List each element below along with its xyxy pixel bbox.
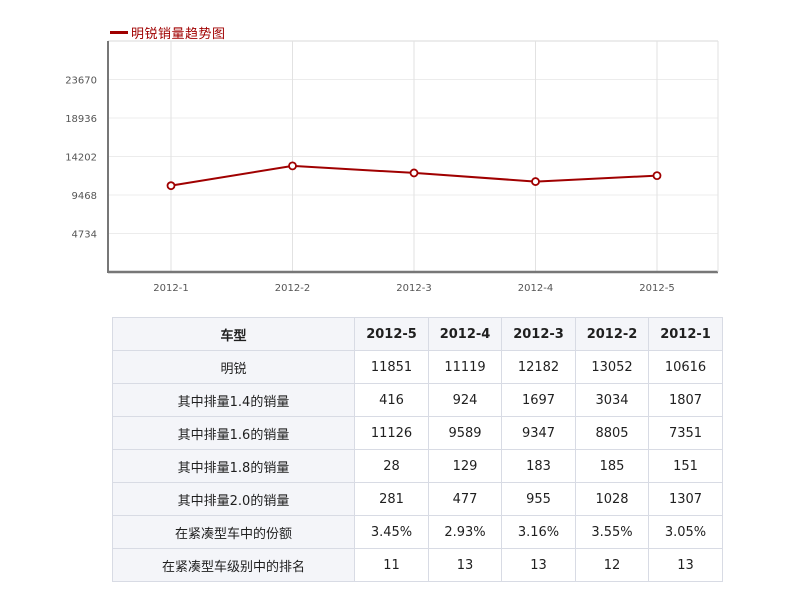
table-cell: 7351 [648,416,723,450]
table-cell: 2.93% [428,515,502,549]
table-cell: 11119 [428,350,502,384]
table-cell: 3.16% [501,515,576,549]
table-cell: 8805 [575,416,649,450]
row-label: 其中排量1.4的销量 [112,383,355,417]
table-cell: 12182 [501,350,576,384]
row-label: 其中排量2.0的销量 [112,482,355,516]
header-month: 2012-3 [501,317,576,351]
y-tick-label: 18936 [65,114,97,125]
table-cell: 477 [428,482,502,516]
row-label: 在紧凑型车中的份额 [112,515,355,549]
header-month: 2012-4 [428,317,502,351]
table-cell: 183 [501,449,576,483]
table-cell: 11851 [354,350,429,384]
table-cell: 10616 [648,350,723,384]
data-point [531,177,540,186]
sales-data-table: 车型 2012-5 2012-4 2012-3 2012-2 2012-1 明锐 11851… [112,317,723,582]
table-cell: 13 [648,548,723,582]
table-row: 其中排量1.8的销量 28 129 183 185 151 [112,449,723,483]
table-row: 在紧凑型车级别中的排名 11 13 13 12 13 [112,548,723,582]
table-cell: 28 [354,449,429,483]
x-tick-label: 2012-1 [153,283,188,294]
chart-legend: 明锐销量趋势图 [110,22,226,42]
sales-trend-chart: 明锐销量趋势图 4734 9468 14202 18936 23670 2012-1 201… [65,22,719,294]
y-tick-label: 23670 [65,76,97,87]
y-tick-label: 9468 [72,191,97,202]
table-cell: 11126 [354,416,429,450]
table-cell: 1307 [648,482,723,516]
table-cell: 3034 [575,383,649,417]
table-cell: 281 [354,482,429,516]
table-cell: 185 [575,449,649,483]
x-tick-label: 2012-5 [639,283,674,294]
data-point [166,181,176,191]
legend-swatch [110,30,128,34]
table-cell: 9589 [428,416,502,450]
table-cell: 13 [428,548,502,582]
row-label: 其中排量1.8的销量 [112,449,355,483]
data-point [288,161,297,171]
chart-plot: 4734 9468 14202 18936 23670 2012-1 2012-2 2012-… [65,40,719,294]
table-cell: 11 [354,548,429,582]
table-row: 在紧凑型车中的份额 3.45% 2.93% 3.16% 3.55% 3.05% [112,515,723,549]
table-cell: 13052 [575,350,649,384]
table-row: 其中排量1.4的销量 416 924 1697 3034 1807 [112,383,723,417]
y-tick-label: 4734 [72,230,97,241]
table-body: 明锐 11851 11119 12182 13052 10616 其中排量1.4的销量 416… [112,350,723,582]
row-label: 在紧凑型车级别中的排名 [112,548,355,582]
table-cell: 955 [501,482,576,516]
legend-label: 明锐销量趋势图 [131,26,226,42]
table-cell: 924 [428,383,502,417]
table-header-row: 车型 2012-5 2012-4 2012-3 2012-2 2012-1 [112,317,723,351]
table-row: 其中排量2.0的销量 281 477 955 1028 1307 [112,482,723,516]
x-tick-label: 2012-3 [396,283,431,294]
header-month: 2012-2 [575,317,649,351]
table-cell: 416 [354,383,429,417]
table-cell: 3.55% [575,515,649,549]
table-cell: 12 [575,548,649,582]
data-point [409,168,419,178]
table-cell: 1697 [501,383,576,417]
table-row: 明锐 11851 11119 12182 13052 10616 [112,350,723,384]
data-point [652,171,662,181]
row-label: 其中排量1.6的销量 [112,416,355,450]
header-month: 2012-1 [648,317,723,351]
x-tick-label: 2012-2 [275,283,310,294]
header-model: 车型 [112,317,355,351]
x-tick-label: 2012-4 [518,283,553,294]
table-cell: 1028 [575,482,649,516]
table-cell: 3.45% [354,515,429,549]
table-cell: 3.05% [648,515,723,549]
table-cell: 1807 [648,383,723,417]
y-tick-label: 14202 [65,153,97,164]
table-cell: 13 [501,548,576,582]
row-label: 明锐 [112,350,355,384]
header-month: 2012-5 [354,317,429,351]
table-cell: 151 [648,449,723,483]
table-cell: 9347 [501,416,576,450]
table-cell: 129 [428,449,502,483]
table-row: 其中排量1.6的销量 11126 9589 9347 8805 7351 [112,416,723,450]
